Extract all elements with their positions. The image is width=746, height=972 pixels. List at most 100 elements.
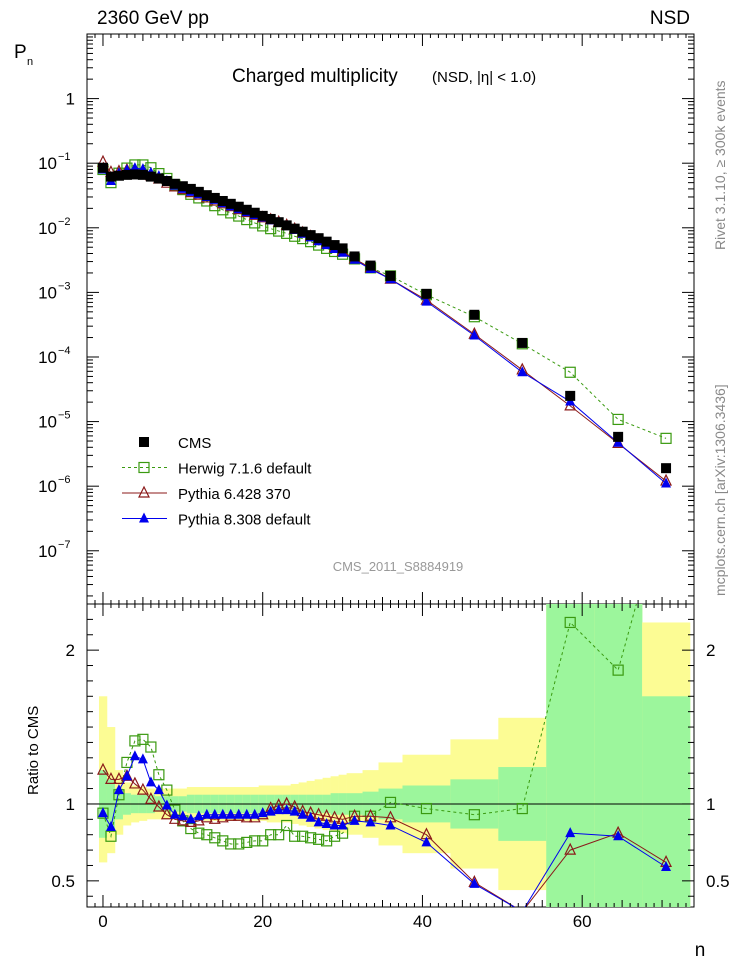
ratio-point-series-2: [297, 808, 308, 819]
side-label-bottom: mcplots.cern.ch [arXiv:1306.3436]: [712, 384, 728, 596]
legend-label: Pythia 8.308 default: [178, 512, 311, 529]
ratio-point-series-2: [177, 810, 188, 821]
ratio-point-series-2: [153, 784, 164, 795]
ratio-point-series-0: [225, 838, 237, 850]
legend-marker: [138, 485, 150, 498]
ratio-point-series-2: [421, 836, 432, 847]
ratio-point-series-2: [281, 804, 292, 815]
ratio-point-series-2: [241, 808, 252, 819]
data-point-series-0: [297, 226, 308, 237]
y-tick-base: 10: [38, 219, 57, 238]
ratio-point-series-2: [329, 819, 340, 830]
y-tick-label: 1: [66, 90, 75, 109]
ratio-y-tick-label: 0.5: [51, 872, 75, 891]
inner-band-bin: [594, 604, 643, 907]
ratio-point-series-2: [97, 807, 108, 818]
main-plot-marks: [97, 154, 673, 488]
ratio-y-tick-label: 2: [66, 641, 75, 660]
data-point-series-0: [129, 169, 140, 180]
y-tick-exponent: −1: [58, 151, 71, 163]
y-tick-base: 10: [38, 413, 57, 432]
data-point-series-0: [385, 270, 396, 281]
data-point-series-0: [113, 170, 124, 181]
ratio-point-series-0: [564, 616, 576, 629]
y-tick-label: 10 −6: [38, 474, 70, 496]
ratio-point-series-2: [121, 770, 132, 781]
ratio-point-series-2: [265, 805, 276, 816]
ratio-point-series-0: [257, 835, 269, 847]
ratio-point-series-2: [209, 808, 220, 819]
y-tick-base: 1: [66, 90, 75, 109]
data-point-series-0: [97, 162, 108, 173]
ratio-point-series-2: [217, 808, 228, 819]
data-point-series-0: [225, 198, 236, 209]
ratio-point-series-1: [97, 762, 109, 775]
data-point-series-0: [209, 192, 220, 203]
ratio-point-series-0: [468, 809, 480, 821]
ratio-point-series-2: [193, 810, 204, 821]
ratio-point-series-1: [564, 842, 577, 855]
ratio-point-series-2: [385, 819, 396, 830]
ratio-point-series-0: [193, 827, 205, 839]
ratio-point-series-2: [137, 753, 148, 764]
plot-title: Charged multiplicity: [232, 66, 398, 87]
analysis-id: CMS_2011_S8884919: [333, 559, 464, 574]
ratio-point-series-1: [128, 776, 141, 789]
y-tick-exponent: −6: [58, 474, 71, 486]
ratio-point-series-2: [289, 805, 300, 816]
ratio-point-series-0: [137, 733, 149, 745]
legend-marker: [139, 437, 149, 447]
ratio-y-tick-label-right: 1: [706, 795, 715, 814]
ratio-point-series-0: [145, 741, 157, 753]
ratio-point-series-2: [225, 808, 236, 819]
ratio-point-series-1: [144, 791, 157, 804]
process-label: NSD: [650, 8, 690, 29]
inner-band-bin: [642, 696, 691, 907]
data-point-series-0: [241, 204, 252, 215]
ratio-point-series-0: [516, 802, 528, 815]
data-point-series-0: [305, 230, 316, 241]
ratio-point-series-0: [105, 830, 117, 842]
ratio-point-series-2: [105, 821, 116, 832]
y-tick-base: 10: [38, 154, 57, 173]
legend-label: Pythia 6.428 370: [178, 486, 291, 503]
ratio-point-series-0: [217, 835, 229, 847]
ratio-point-series-0: [233, 838, 245, 850]
uncertainty-bands: [87, 604, 694, 907]
y-tick-base: 10: [38, 283, 57, 302]
ratio-point-series-0: [153, 769, 165, 781]
data-point-series-0: [517, 337, 528, 348]
data-point-series-0: [121, 169, 132, 180]
y-tick-label: 10 −4: [38, 345, 70, 367]
data-point-series-0: [313, 233, 324, 244]
data-point-series-3: [421, 295, 432, 306]
y-tick-label: 10 −1: [38, 151, 70, 173]
data-point-series-0: [169, 178, 180, 189]
ratio-point-series-0: [201, 829, 213, 841]
data-point-series-0: [161, 176, 172, 187]
ratio-point-series-2: [249, 808, 260, 819]
x-tick-label: 60: [573, 912, 592, 931]
ratio-point-series-0: [281, 819, 293, 832]
ratio-point-series-2: [349, 814, 360, 825]
ratio-point-series-2: [129, 750, 140, 761]
data-point-series-1: [564, 366, 576, 378]
ratio-point-series-0: [297, 830, 309, 842]
data-point-series-0: [349, 251, 360, 262]
ratio-point-series-2: [169, 808, 180, 819]
data-point-series-0: [265, 213, 276, 224]
data-point-series-0: [273, 217, 284, 228]
data-point-series-0: [137, 169, 148, 180]
ratio-point-series-2: [233, 808, 244, 819]
legend-label: CMS: [178, 435, 211, 452]
ratio-point-series-2: [565, 827, 576, 838]
x-tick-label: 40: [413, 912, 432, 931]
y-tick-exponent: −3: [58, 280, 71, 292]
ratio-point-series-2: [365, 816, 376, 827]
data-point-series-0: [421, 288, 432, 299]
data-point-series-0: [289, 223, 300, 234]
ratio-point-series-0: [241, 836, 253, 849]
data-point-series-3: [469, 329, 480, 340]
